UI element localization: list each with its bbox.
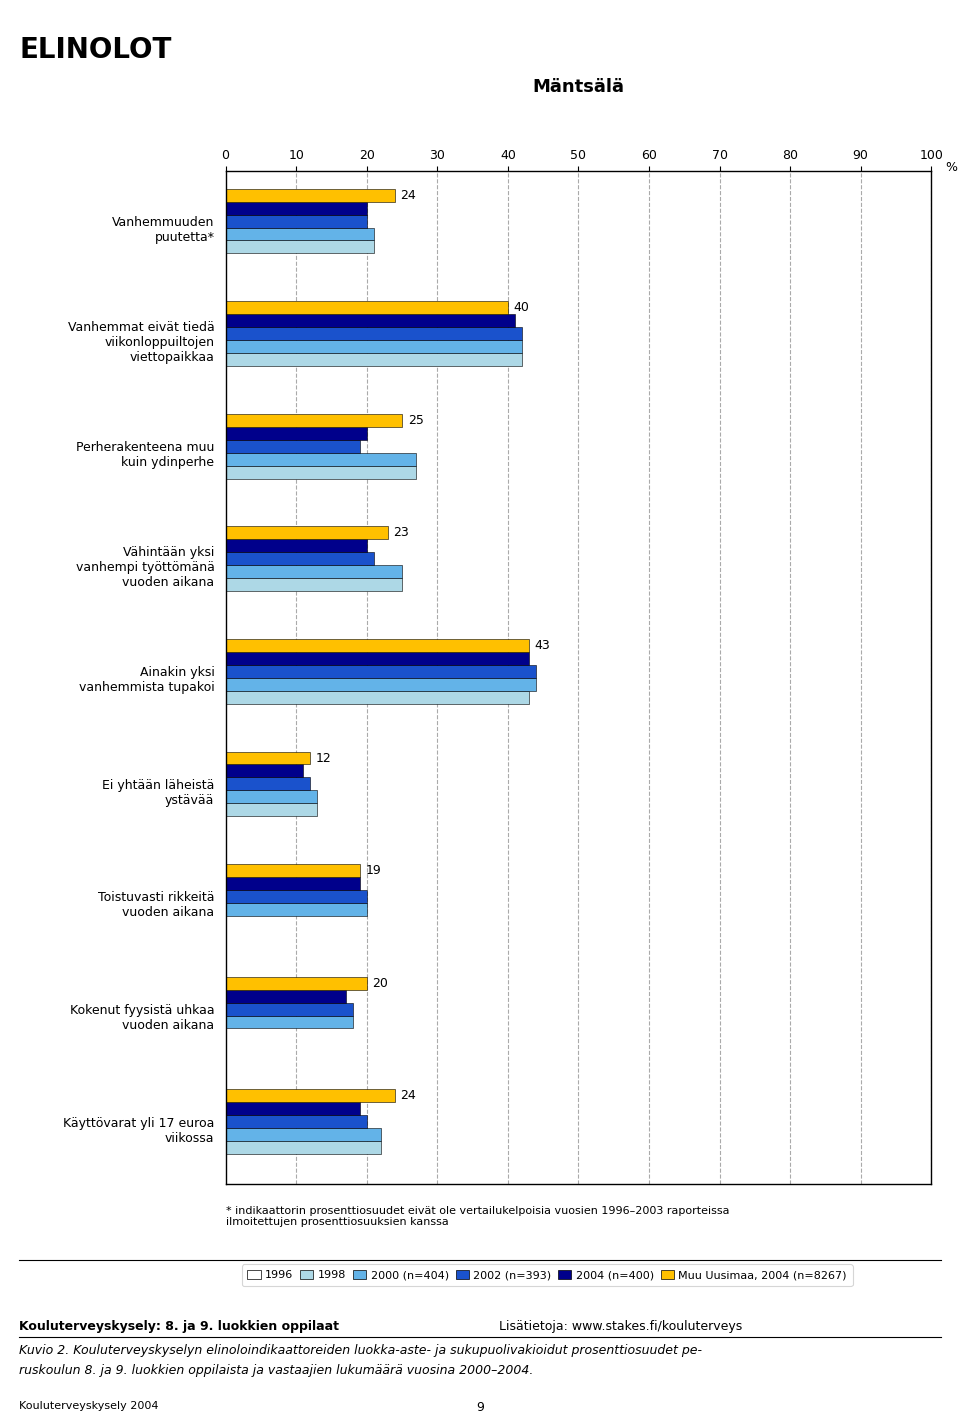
Bar — [226, 865, 360, 878]
Bar — [226, 565, 402, 578]
Bar — [226, 1129, 381, 1142]
Bar — [226, 241, 373, 254]
Bar — [226, 301, 508, 314]
Bar — [226, 890, 367, 903]
Bar — [226, 539, 367, 552]
Text: ruskoulun 8. ja 9. luokkien oppilaista ja vastaajien lukumäärä vuosina 2000–2004: ruskoulun 8. ja 9. luokkien oppilaista j… — [19, 1364, 534, 1377]
Bar — [226, 1003, 352, 1016]
Bar — [226, 765, 303, 778]
Bar — [226, 314, 515, 327]
Bar — [226, 1016, 352, 1029]
Bar — [226, 665, 536, 678]
Bar — [226, 352, 522, 365]
Text: 23: 23 — [394, 527, 409, 539]
Text: Kuvio 2. Kouluterveyskyselyn elinoloindikaattoreiden luokka-aste- ja sukupuoliva: Kuvio 2. Kouluterveyskyselyn elinoloindi… — [19, 1344, 702, 1357]
Bar — [226, 639, 529, 652]
Bar — [226, 201, 367, 214]
Text: %: % — [946, 161, 957, 174]
Text: 24: 24 — [400, 1089, 417, 1102]
Bar — [226, 327, 522, 340]
Bar — [226, 791, 318, 803]
Bar — [226, 214, 367, 227]
Bar — [226, 803, 318, 816]
Bar — [226, 1089, 395, 1102]
Bar — [226, 678, 536, 691]
Text: Lisätietoja: www.stakes.fi/kouluterveys: Lisätietoja: www.stakes.fi/kouluterveys — [499, 1320, 742, 1333]
Text: Kouluterveyskysely 2004: Kouluterveyskysely 2004 — [19, 1401, 158, 1411]
Text: ELINOLOT: ELINOLOT — [19, 36, 172, 64]
Text: 25: 25 — [408, 414, 423, 427]
Text: * indikaattorin prosenttiosuudet eivät ole vertailukelpoisia vuosien 1996–2003 r: * indikaattorin prosenttiosuudet eivät o… — [226, 1206, 729, 1227]
Bar — [226, 440, 360, 452]
Text: 19: 19 — [366, 865, 381, 878]
Bar — [226, 903, 367, 916]
Text: Mäntsälä: Mäntsälä — [533, 78, 624, 97]
Text: 40: 40 — [514, 301, 529, 314]
Bar — [226, 227, 373, 241]
Text: 43: 43 — [535, 639, 550, 652]
Bar — [226, 340, 522, 352]
Bar — [226, 578, 402, 591]
Bar — [226, 552, 373, 565]
Bar — [226, 188, 395, 201]
Text: 20: 20 — [372, 976, 388, 990]
Bar — [226, 527, 388, 539]
Text: 9: 9 — [476, 1401, 484, 1414]
Bar — [226, 1102, 360, 1114]
Bar — [226, 1142, 381, 1154]
Bar — [226, 452, 416, 465]
Bar — [226, 414, 402, 427]
Bar — [226, 427, 367, 440]
Bar — [226, 778, 310, 791]
Bar — [226, 990, 346, 1003]
Bar — [226, 752, 310, 765]
Bar — [226, 976, 367, 990]
Bar — [226, 652, 529, 665]
Bar — [226, 691, 529, 704]
Text: Kouluterveyskysely: 8. ja 9. luokkien oppilaat: Kouluterveyskysely: 8. ja 9. luokkien op… — [19, 1320, 339, 1333]
Text: 24: 24 — [400, 188, 417, 201]
Legend: 1996, 1998, 2000 (n=404), 2002 (n=393), 2004 (n=400), Muu Uusimaa, 2004 (n=8267): 1996, 1998, 2000 (n=404), 2002 (n=393), … — [242, 1264, 852, 1286]
Bar — [226, 465, 416, 478]
Bar — [226, 878, 360, 890]
Text: 12: 12 — [316, 752, 331, 765]
Bar — [226, 1114, 367, 1129]
